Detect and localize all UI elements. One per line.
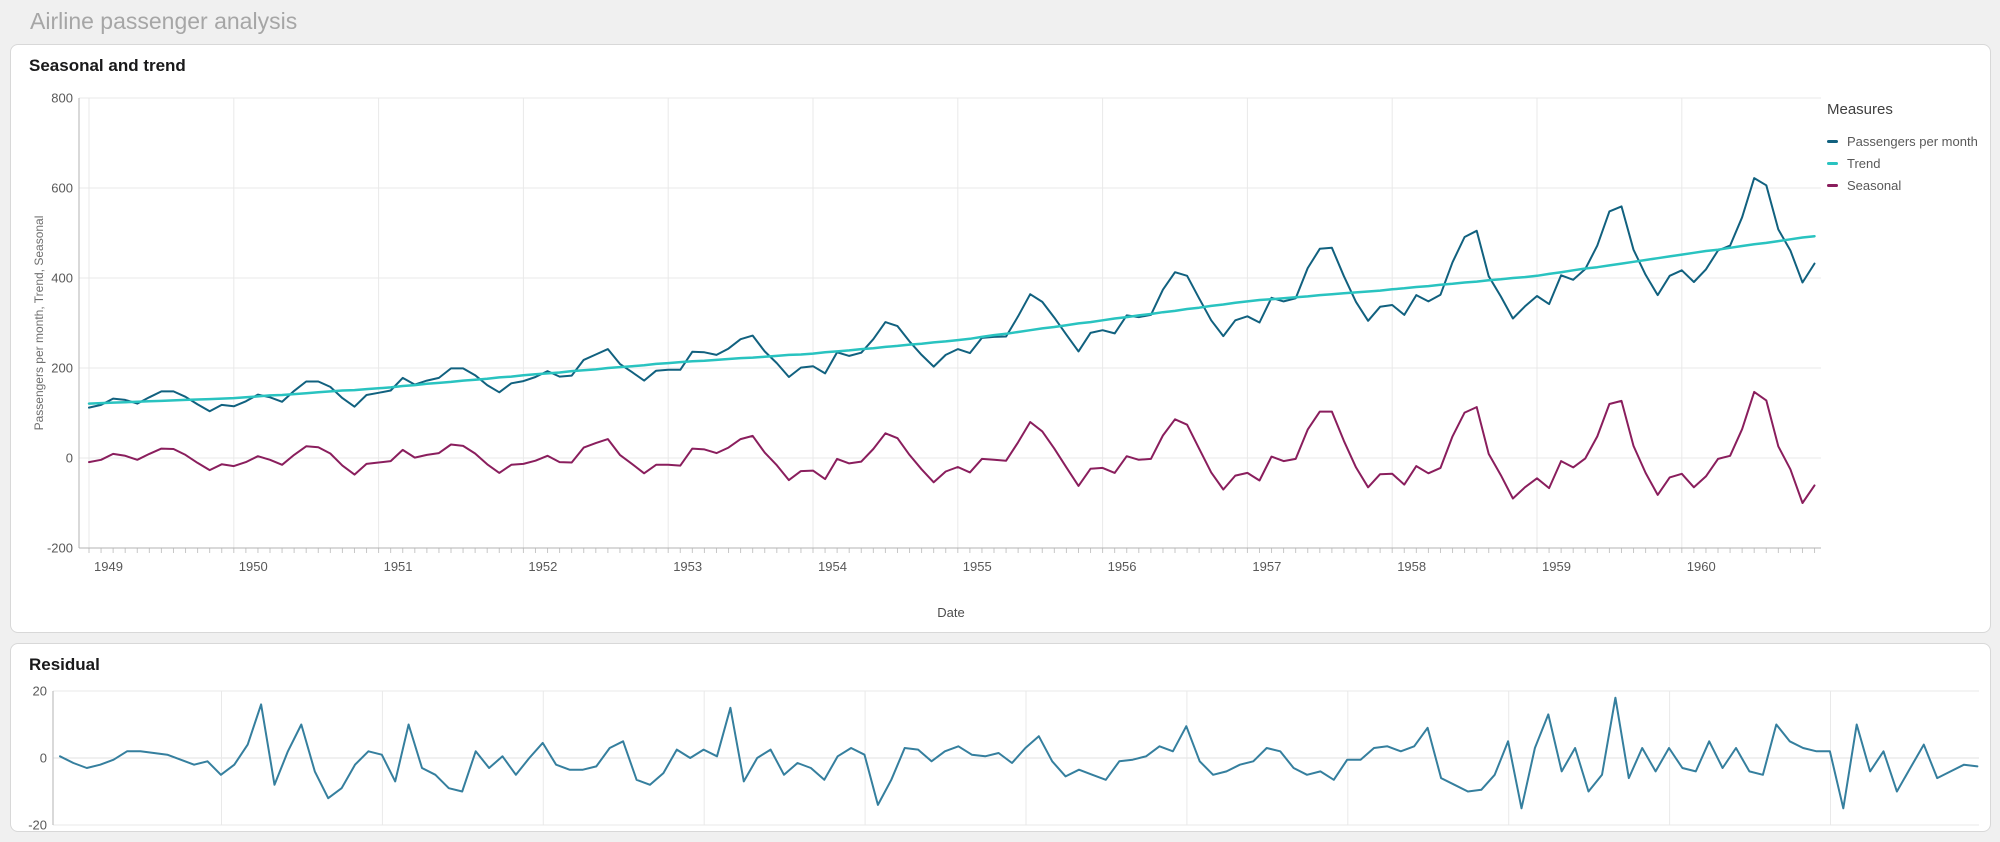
series-line-seasonal[interactable] [88, 390, 1816, 504]
y-tick-label: 0 [40, 751, 47, 766]
legend-title: Measures [1827, 101, 1893, 118]
x-tick-label: 1953 [673, 559, 702, 574]
x-tick-label: 1957 [1252, 559, 1281, 574]
legend-item-passengers-per-month[interactable]: Passengers per month [1827, 132, 1978, 150]
legend-swatch [1827, 139, 1838, 143]
x-tick-label: 1954 [818, 559, 847, 574]
x-tick-label: 1950 [239, 559, 268, 574]
x-tick-label: 1958 [1397, 559, 1426, 574]
legend-item-seasonal[interactable]: Seasonal [1827, 176, 1978, 194]
y-tick-label: -20 [28, 818, 47, 833]
x-tick-label: 1952 [528, 559, 557, 574]
legend-items: Passengers per month Trend Seasonal [1827, 132, 1978, 194]
x-axis-title: Date [937, 605, 965, 620]
y-tick-label: 800 [51, 91, 73, 106]
x-tick-label: 1959 [1542, 559, 1571, 574]
series-line-passengers-per-month[interactable] [88, 177, 1816, 413]
series-line-residual[interactable] [59, 696, 1979, 810]
seasonal-trend-chart[interactable]: 800 600 400 200 0 -200 1949 1950 1951 1952 1953 195… [11, 45, 1992, 634]
legend-label: Trend [1847, 155, 1881, 171]
residual-chart[interactable]: 20 0 -20 [11, 644, 1992, 833]
legend-swatch [1827, 183, 1838, 187]
y-tick-label: 0 [66, 451, 73, 466]
seasonal-trend-card-title: Seasonal and trend [29, 56, 186, 75]
residual-card: Residual 20 0 -20 [10, 643, 1992, 833]
residual-card-title: Residual [29, 655, 100, 674]
legend-label: Passengers per month [1847, 133, 1978, 149]
series-line-trend[interactable] [87, 234, 1816, 405]
x-tick-label: 1951 [384, 559, 413, 574]
y-tick-label: 200 [51, 361, 73, 376]
x-tick-label: 1949 [94, 559, 123, 574]
legend-swatch [1827, 161, 1838, 165]
y-tick-label: 600 [51, 181, 73, 196]
sheet-title: Airline passenger analysis [30, 8, 298, 34]
seasonal-trend-card: Seasonal and trend Passengers per month,… [10, 44, 1991, 633]
x-tick-label: 1956 [1108, 559, 1137, 574]
legend-item-trend[interactable]: Trend [1827, 154, 1978, 172]
legend-label: Seasonal [1847, 177, 1902, 193]
y-tick-label: -200 [47, 541, 73, 556]
y-tick-label: 20 [33, 684, 47, 699]
legend: Measures Passengers per month Trend Season… [1827, 101, 1978, 198]
x-tick-label: 1955 [963, 559, 992, 574]
x-tick-label: 1960 [1687, 559, 1716, 574]
y-axis-title: Passengers per month, Trend, Seasonal [32, 215, 46, 431]
y-tick-label: 400 [51, 271, 73, 286]
